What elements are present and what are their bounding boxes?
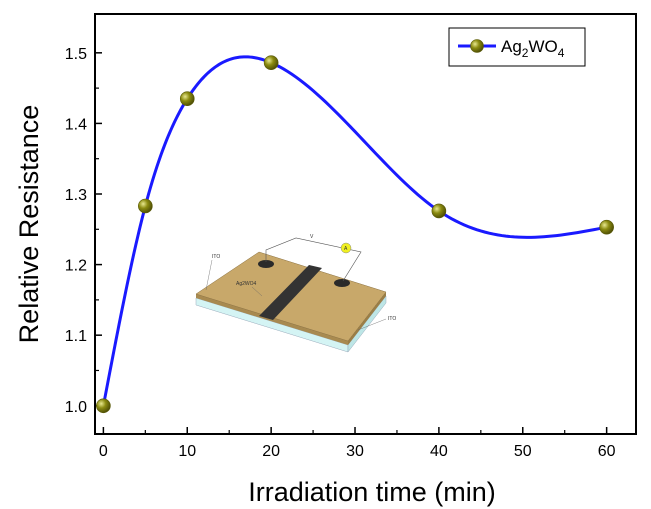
inset-ammeter	[340, 242, 352, 254]
plot-frame	[94, 13, 637, 435]
inset-voltage-label: V	[310, 234, 314, 240]
x-tick-label: 50	[514, 443, 532, 460]
data-point	[599, 219, 614, 235]
axis-tick-labels: 0 10 20 30 40 50 60 1.0 1.1 1.2 1.3 1.4 1.5	[65, 46, 616, 460]
inset-film-side-right	[348, 292, 386, 345]
y-tick-label: 1.1	[65, 328, 87, 345]
series-markers	[96, 55, 614, 414]
x-axis-title: Irradiation time (min)	[248, 477, 496, 507]
axis-ticks	[95, 52, 608, 434]
data-point	[179, 91, 195, 107]
inset-film-leader	[251, 286, 263, 297]
legend-box	[448, 27, 586, 67]
y-tick-label: 1.0	[65, 399, 87, 416]
x-tick-label: 60	[598, 443, 616, 460]
inset-film-label: Ag2WO4	[236, 281, 257, 287]
inset-electrode-right	[334, 279, 350, 287]
inset-glass-side	[347, 295, 387, 353]
inset-dark-strip	[259, 265, 322, 320]
x-tick-label: 40	[430, 443, 448, 460]
x-tick-label: 10	[178, 443, 196, 460]
y-tick-label: 1.5	[65, 46, 87, 63]
legend-label: Ag2WO4	[501, 37, 565, 60]
y-axis-title: Relative Resistance	[14, 105, 44, 344]
data-point	[138, 198, 153, 214]
inset-ammeter-label: A	[344, 246, 348, 252]
inset-ito-right-leader	[357, 318, 387, 331]
y-tick-label: 1.3	[65, 187, 87, 204]
data-point	[96, 398, 111, 414]
y-tick-label: 1.2	[65, 258, 87, 275]
legend-marker-sample	[470, 39, 484, 53]
device-inset: A V ITO Ag2WO4 ITO	[195, 234, 396, 353]
x-tick-label: 20	[262, 443, 280, 460]
inset-ito-right-label: ITO	[388, 316, 396, 322]
series-line	[101, 55, 607, 407]
x-tick-label: 0	[99, 443, 108, 460]
legend: Ag2WO4	[448, 27, 586, 67]
inset-wire	[265, 237, 362, 282]
data-point	[431, 203, 447, 219]
inset-electrode-left	[258, 260, 274, 268]
inset-ito-left-label: ITO	[212, 254, 220, 260]
x-tick-label: 30	[346, 443, 364, 460]
inset-ito-left-leader	[205, 259, 213, 291]
data-point	[263, 55, 279, 71]
y-tick-label: 1.4	[65, 116, 87, 133]
